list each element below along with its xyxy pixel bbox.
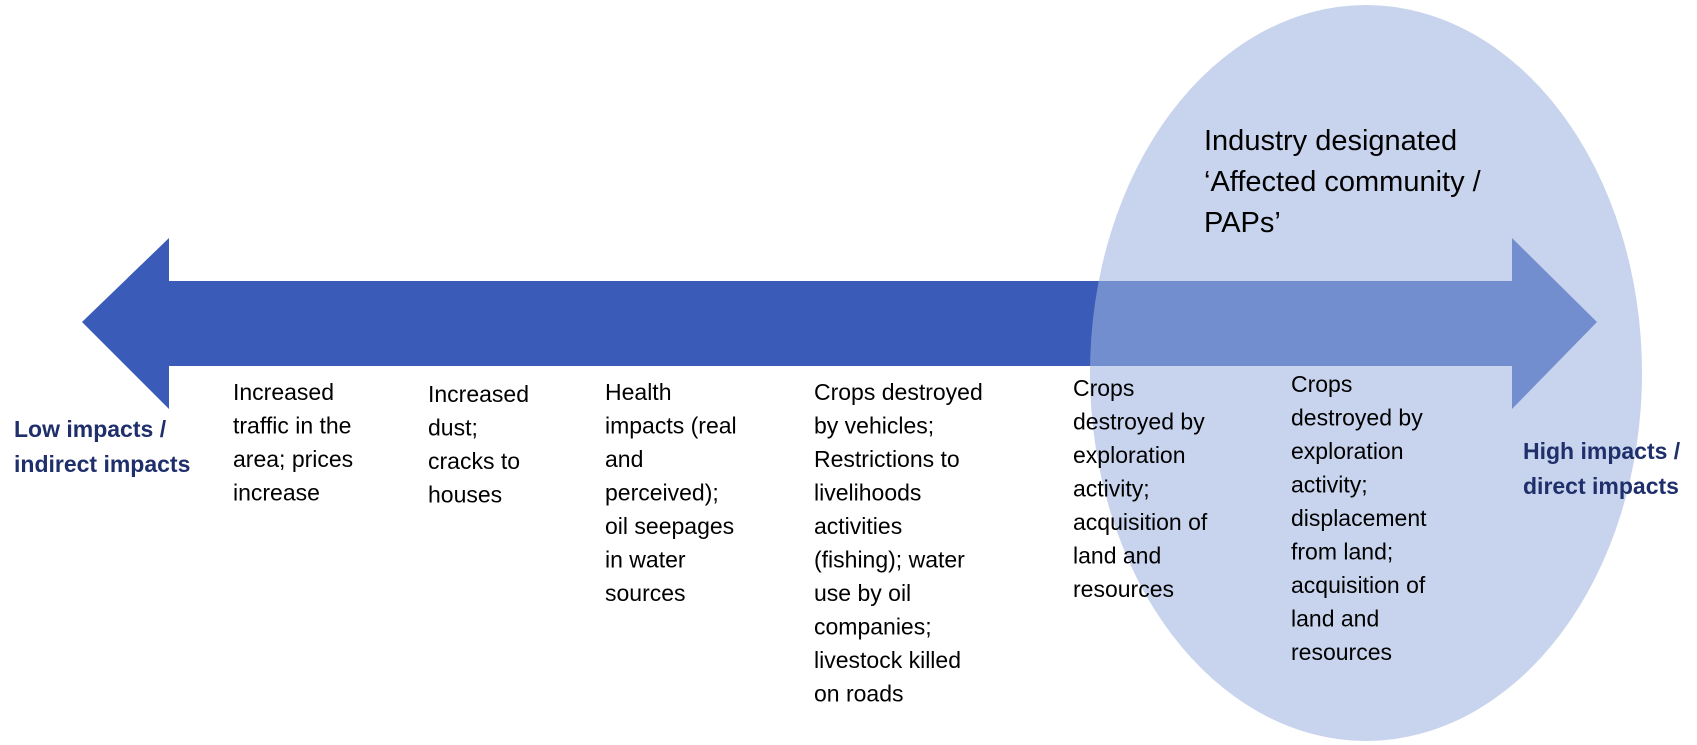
impact-item-line: acquisition of bbox=[1073, 509, 1208, 535]
impact-item-line: activity; bbox=[1073, 476, 1150, 502]
impact-item-line: Increased bbox=[428, 381, 529, 407]
impact-item-line: perceived); bbox=[605, 480, 719, 506]
impact-item-line: increase bbox=[233, 480, 320, 506]
impact-item-line: use by oil bbox=[814, 580, 911, 606]
impact-item: Increased traffic in the area; prices incre… bbox=[233, 379, 353, 506]
left-label: Low impacts / indirect impacts bbox=[14, 416, 190, 477]
impact-item-line: and bbox=[605, 446, 643, 472]
right-label-line: High impacts / bbox=[1523, 438, 1681, 464]
impact-item-line: Restrictions to bbox=[814, 446, 960, 472]
impact-item-line: Health bbox=[605, 379, 671, 405]
ellipse-label: Industry designated ‘Affected community /… bbox=[1204, 125, 1482, 239]
impact-item-line: exploration bbox=[1291, 438, 1404, 464]
impact-item-line: Increased bbox=[233, 379, 334, 405]
texts: Industry designated ‘Affected community /… bbox=[14, 125, 1681, 707]
double-arrow bbox=[82, 238, 1597, 409]
impact-item-line: resources bbox=[1291, 639, 1392, 665]
impact-item-line: area; prices bbox=[233, 446, 353, 472]
impact-item-line: sources bbox=[605, 580, 686, 606]
impact-item-line: traffic in the bbox=[233, 413, 351, 439]
impact-item-line: houses bbox=[428, 482, 502, 508]
left-label-line: indirect impacts bbox=[14, 451, 190, 477]
impact-item-line: destroyed by bbox=[1291, 405, 1423, 431]
ellipse-label-line: ‘Affected community / bbox=[1204, 166, 1482, 198]
impact-item-line: Crops bbox=[1291, 371, 1352, 397]
ellipse-label-line: Industry designated bbox=[1204, 125, 1457, 157]
right-label: High impacts / direct impacts bbox=[1523, 438, 1681, 499]
impact-item-line: cracks to bbox=[428, 448, 520, 474]
impact-item-line: by vehicles; bbox=[814, 413, 934, 439]
ellipse-label-line: PAPs’ bbox=[1204, 207, 1281, 239]
impact-item: Crops destroyed by exploration activity; dis… bbox=[1291, 371, 1427, 665]
impact-item-line: (fishing); water bbox=[814, 547, 965, 573]
impact-item-line: oil seepages bbox=[605, 513, 734, 539]
impact-item-line: companies; bbox=[814, 614, 932, 640]
impact-item-line: Crops bbox=[1073, 375, 1134, 401]
impact-item-line: exploration bbox=[1073, 442, 1186, 468]
impact-item: Crops destroyed by vehicles; Restrictions … bbox=[814, 379, 983, 707]
impact-item-line: on roads bbox=[814, 681, 904, 707]
impact-item-line: destroyed by bbox=[1073, 409, 1205, 435]
impact-item-line: from land; bbox=[1291, 539, 1393, 565]
impact-item-line: livestock killed bbox=[814, 647, 961, 673]
impact-item-line: land and bbox=[1291, 606, 1379, 632]
impact-item-line: activities bbox=[814, 513, 902, 539]
impact-item-line: dust; bbox=[428, 415, 478, 441]
impact-item-line: acquisition of bbox=[1291, 572, 1426, 598]
impact-item-line: impacts (real bbox=[605, 413, 737, 439]
impact-item-line: land and bbox=[1073, 543, 1161, 569]
impact-item: Increased dust; cracks to houses bbox=[428, 381, 529, 508]
impact-item: Crops destroyed by exploration activity; acq… bbox=[1073, 375, 1208, 602]
affected-community-ellipse bbox=[1090, 5, 1642, 741]
impact-item-line: Crops destroyed bbox=[814, 379, 983, 405]
impact-item-line: resources bbox=[1073, 576, 1174, 602]
impact-item: Health impacts (real and perceived); oil see… bbox=[605, 379, 737, 606]
left-label-line: Low impacts / bbox=[14, 416, 167, 442]
right-label-line: direct impacts bbox=[1523, 473, 1679, 499]
impact-item-line: activity; bbox=[1291, 472, 1368, 498]
impact-item-line: livelihoods bbox=[814, 480, 921, 506]
impact-item-line: in water bbox=[605, 547, 686, 573]
impact-item-line: displacement bbox=[1291, 505, 1427, 531]
